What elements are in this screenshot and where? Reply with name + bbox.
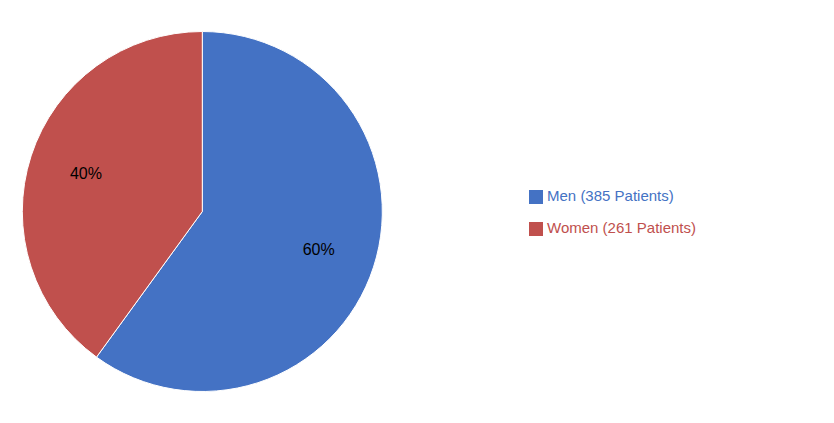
html-text:Women (261 Patients): Women (261 Patients) <box>547 218 696 236</box>
html-text:Men (385 Patients): Men (385 Patients) <box>547 186 674 204</box>
svg-text:40%: 40% <box>70 165 102 182</box>
svg-text:60%: 60% <box>303 241 335 258</box>
